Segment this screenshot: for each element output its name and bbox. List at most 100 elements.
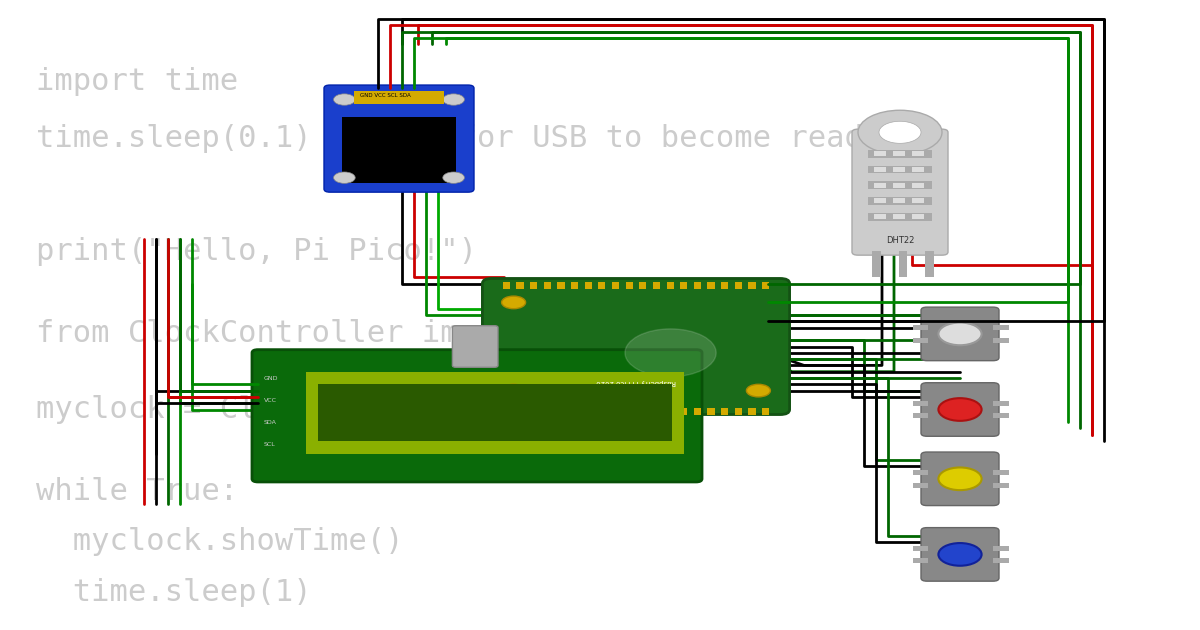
Bar <box>913 413 929 418</box>
Text: GND: GND <box>264 375 278 381</box>
Text: myclock = ClockCon...: myclock = ClockCon... <box>36 395 422 424</box>
Bar <box>584 282 592 289</box>
Text: DHT22: DHT22 <box>886 236 914 245</box>
Bar <box>530 282 538 289</box>
Bar <box>868 213 932 220</box>
Bar <box>680 282 688 289</box>
Bar <box>612 408 619 415</box>
Bar <box>994 558 1008 563</box>
Bar <box>868 150 932 158</box>
Bar <box>571 282 578 289</box>
Text: while True:: while True: <box>36 477 238 506</box>
Bar <box>874 151 886 156</box>
Bar <box>666 408 673 415</box>
Circle shape <box>938 398 982 421</box>
FancyBboxPatch shape <box>852 129 948 255</box>
Bar <box>734 282 742 289</box>
Bar <box>694 408 701 415</box>
FancyBboxPatch shape <box>922 452 998 505</box>
Bar <box>868 181 932 189</box>
Text: import time: import time <box>36 67 238 96</box>
Text: VCC: VCC <box>264 398 277 403</box>
Bar <box>912 167 924 172</box>
Circle shape <box>625 329 716 377</box>
Text: Raspberry Pi Pico 2020: Raspberry Pi Pico 2020 <box>596 379 676 385</box>
Bar <box>874 198 886 203</box>
Bar <box>680 408 688 415</box>
Bar <box>749 282 756 289</box>
Bar <box>530 408 538 415</box>
Bar <box>994 413 1008 418</box>
FancyBboxPatch shape <box>922 528 998 581</box>
Bar <box>874 167 886 172</box>
FancyBboxPatch shape <box>252 350 702 482</box>
Bar <box>721 282 728 289</box>
Bar <box>708 282 715 289</box>
Bar <box>599 282 606 289</box>
Bar <box>653 408 660 415</box>
Bar <box>893 151 905 156</box>
Circle shape <box>938 543 982 566</box>
Text: print("Hello, Pi Pico!"): print("Hello, Pi Pico!") <box>36 238 478 266</box>
Text: GND VCC SCL SDA: GND VCC SCL SDA <box>360 93 410 98</box>
Circle shape <box>938 323 982 345</box>
Circle shape <box>858 110 942 154</box>
Bar <box>721 408 728 415</box>
Bar <box>544 408 551 415</box>
FancyBboxPatch shape <box>922 307 998 360</box>
Text: SDA: SDA <box>264 420 277 425</box>
Bar <box>912 198 924 203</box>
Bar <box>994 325 1008 330</box>
Circle shape <box>938 467 982 490</box>
Text: SCL: SCL <box>264 442 276 447</box>
Bar <box>653 282 660 289</box>
Bar <box>872 251 881 277</box>
Bar <box>912 183 924 188</box>
Bar <box>913 558 929 563</box>
Bar <box>994 483 1008 488</box>
Text: myclock.showTime(): myclock.showTime() <box>36 527 403 556</box>
Bar <box>625 408 632 415</box>
Bar <box>503 282 510 289</box>
FancyBboxPatch shape <box>482 278 790 415</box>
Bar <box>994 338 1008 343</box>
FancyBboxPatch shape <box>922 383 998 436</box>
Bar <box>516 282 523 289</box>
Circle shape <box>443 172 464 183</box>
Bar <box>874 183 886 188</box>
Bar <box>994 401 1008 406</box>
Bar <box>994 470 1008 475</box>
Bar <box>913 325 929 330</box>
Bar <box>625 282 632 289</box>
Bar <box>666 282 673 289</box>
Bar <box>557 282 564 289</box>
Circle shape <box>746 384 770 397</box>
Bar <box>612 282 619 289</box>
Bar <box>516 408 523 415</box>
Bar <box>599 408 606 415</box>
Circle shape <box>502 296 526 309</box>
Circle shape <box>878 121 922 143</box>
Bar <box>734 408 742 415</box>
Bar <box>893 183 905 188</box>
Bar <box>708 408 715 415</box>
Bar <box>893 167 905 172</box>
Circle shape <box>334 94 355 105</box>
Circle shape <box>443 94 464 105</box>
Bar <box>762 282 769 289</box>
Bar <box>912 214 924 219</box>
Bar <box>306 372 684 454</box>
Bar <box>762 408 769 415</box>
Bar <box>893 214 905 219</box>
Bar <box>342 117 456 183</box>
Bar <box>994 546 1008 551</box>
FancyBboxPatch shape <box>452 326 498 367</box>
Circle shape <box>502 384 526 397</box>
Bar <box>640 282 647 289</box>
Bar <box>913 470 929 475</box>
Bar <box>584 408 592 415</box>
Bar <box>874 214 886 219</box>
Circle shape <box>334 172 355 183</box>
Bar <box>571 408 578 415</box>
Text: from ClockController import *: from ClockController import * <box>36 319 569 348</box>
